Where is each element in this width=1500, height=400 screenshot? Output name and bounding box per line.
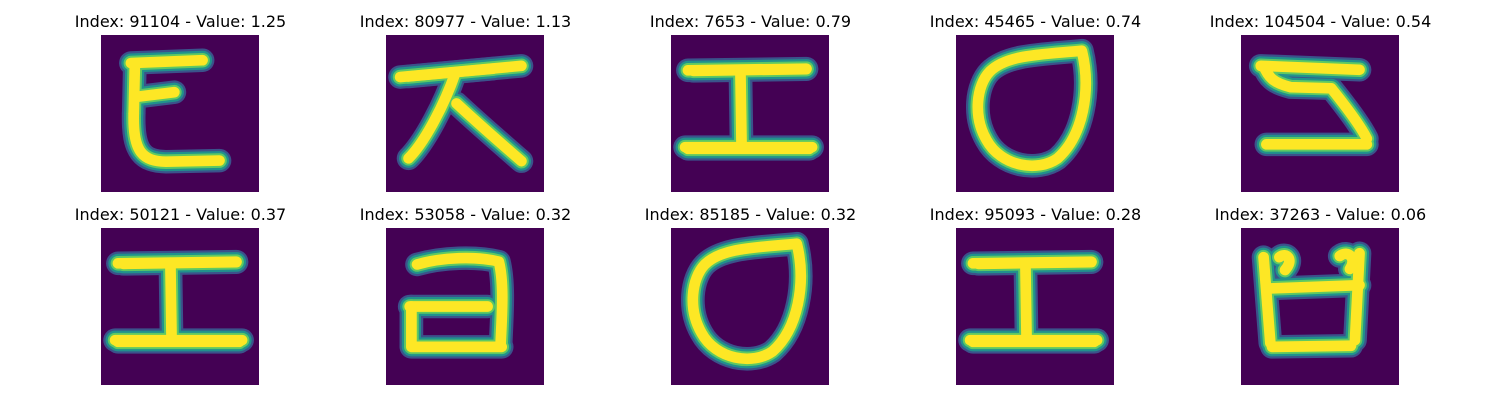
glyph-strokes xyxy=(966,38,1098,178)
glyph-strokes xyxy=(681,231,813,371)
image-panel: Index: 50121 - Value: 0.37 xyxy=(38,202,323,387)
panel-title: Index: 91104 - Value: 1.25 xyxy=(74,12,287,31)
glyph-image xyxy=(1241,35,1399,192)
glyph-strokes xyxy=(958,249,1109,354)
glyph-strokes xyxy=(103,249,254,354)
glyph-image xyxy=(956,35,1114,192)
panel-title: Index: 50121 - Value: 0.37 xyxy=(74,205,287,224)
glyph-image xyxy=(1241,228,1399,385)
image-panel: Index: 7653 - Value: 0.79 xyxy=(608,9,893,194)
glyph-strokes xyxy=(119,48,232,174)
glyph-image xyxy=(671,228,829,385)
glyph-image xyxy=(386,228,544,385)
panel-title: Index: 104504 - Value: 0.54 xyxy=(1209,12,1432,31)
image-panel: Index: 80977 - Value: 1.13 xyxy=(323,9,608,194)
panel-title: Index: 80977 - Value: 1.13 xyxy=(359,12,572,31)
image-panel: Index: 104504 - Value: 0.54 xyxy=(1178,9,1463,194)
panel-title: Index: 95093 - Value: 0.28 xyxy=(929,205,1142,224)
image-panel: Index: 45465 - Value: 0.74 xyxy=(893,9,1178,194)
image-panel: Index: 53058 - Value: 0.32 xyxy=(323,202,608,387)
image-panel: Index: 91104 - Value: 1.25 xyxy=(38,9,323,194)
glyph-image xyxy=(386,35,544,192)
glyph-image xyxy=(956,228,1114,385)
glyph-strokes xyxy=(1251,241,1372,359)
glyph-strokes xyxy=(397,246,515,359)
panel-title: Index: 85185 - Value: 0.32 xyxy=(644,205,857,224)
glyph-image xyxy=(671,35,829,192)
panel-title: Index: 7653 - Value: 0.79 xyxy=(649,12,852,31)
glyph-strokes xyxy=(388,54,534,173)
image-panel: Index: 37263 - Value: 0.06 xyxy=(1178,202,1463,387)
glyph-image xyxy=(101,228,259,385)
panel-title: Index: 45465 - Value: 0.74 xyxy=(929,12,1142,31)
panel-title: Index: 53058 - Value: 0.32 xyxy=(359,205,572,224)
glyph-strokes xyxy=(1248,54,1379,157)
image-panel: Index: 95093 - Value: 0.28 xyxy=(893,202,1178,387)
panel-title: Index: 37263 - Value: 0.06 xyxy=(1214,205,1427,224)
glyph-image xyxy=(101,35,259,192)
glyph-strokes xyxy=(673,56,824,161)
image-panel: Index: 85185 - Value: 0.32 xyxy=(608,202,893,387)
